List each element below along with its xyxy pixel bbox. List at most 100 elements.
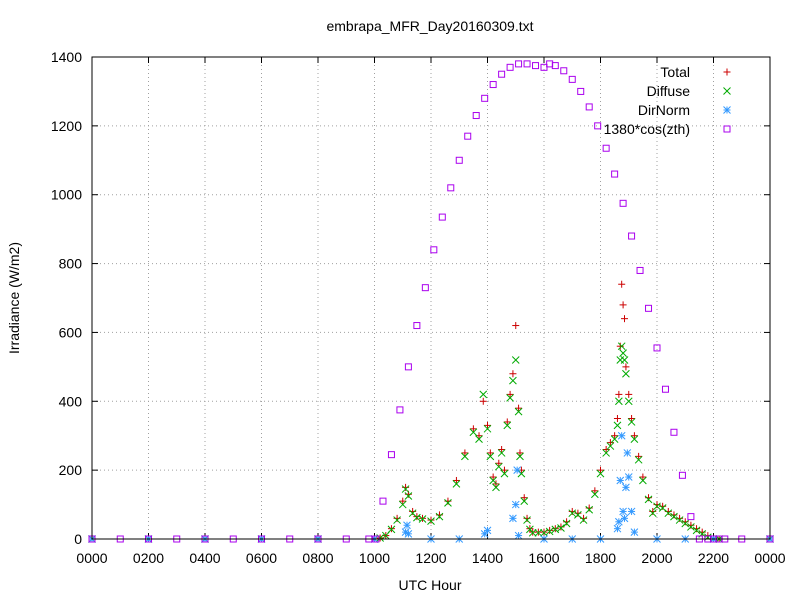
y-tick-label: 600 [59,324,83,340]
data-point [447,184,455,192]
data-point [513,466,522,474]
legend-entry: DirNorm [638,102,731,118]
data-point [379,497,387,505]
data-point [678,471,686,479]
data-point [404,529,413,538]
data-point [617,431,626,440]
data-point [590,490,599,499]
data-point [399,497,407,505]
legend-entry: 1380*cos(zth) [604,121,731,137]
data-point [585,103,593,111]
data-point [620,356,629,364]
x-tick-label: 2200 [698,550,729,566]
data-point [644,495,653,504]
data-point [619,301,627,309]
data-point [486,452,495,461]
data-point [498,445,506,453]
data-point [568,75,576,83]
x-tick-label: 0000 [754,550,785,566]
data-point [515,60,523,68]
data-point [427,517,435,525]
data-point [479,390,488,399]
data-point [611,432,619,440]
data-point [461,449,469,457]
data-point [579,516,588,524]
data-point [623,449,632,457]
data-point [545,527,554,536]
data-point [387,525,396,534]
data-point [625,390,633,398]
data-point [452,476,460,484]
data-point [418,515,427,523]
data-point [615,390,623,398]
data-point [413,513,421,522]
data-point [613,415,621,422]
data-point [403,521,411,530]
y-tick-label: 800 [59,256,83,272]
data-point [413,322,421,330]
data-point [613,421,622,430]
data-point [624,473,633,481]
legend-entry: Diffuse [647,83,731,99]
data-point [497,449,506,457]
data-point [532,62,540,70]
data-point [670,512,678,521]
y-tick-label: 0 [74,531,82,547]
data-point [514,407,523,416]
x-tick-label: 0000 [76,550,107,566]
data-point [444,498,452,507]
data-point [596,469,605,478]
data-point [396,406,404,414]
data-point [635,452,643,460]
data-point [494,462,503,471]
data-point [606,439,614,447]
data-point [619,349,627,357]
data-point [489,81,497,89]
data-point [512,322,520,330]
data-point [506,393,514,402]
data-point [509,514,517,523]
x-tick-label: 1000 [359,550,390,566]
data-point [687,523,695,531]
x-tick-label: 0600 [246,550,277,566]
data-point [546,526,554,534]
data-point [619,199,627,207]
legend-swatch [723,106,731,114]
data-point [597,466,604,474]
legend-label: DirNorm [638,102,690,118]
data-point [585,505,594,514]
data-point [492,483,500,492]
data-point [653,502,661,511]
data-point [560,67,568,75]
data-point [562,519,571,528]
legend-label: Total [660,64,690,80]
data-point [489,476,498,485]
data-point [681,519,690,528]
data-point [404,363,412,371]
data-point [692,526,701,535]
data-point [622,363,630,371]
data-point [622,483,630,492]
data-point [615,397,623,406]
data-point [634,455,643,464]
x-tick-label: 1200 [415,550,446,566]
y-tick-label: 1200 [51,118,82,134]
data-point [557,524,565,532]
data-point [452,480,461,488]
data-point [498,70,506,78]
data-point [568,509,577,518]
chart-title: embrapa_MFR_Day20160309.txt [326,18,533,34]
data-point [517,469,526,478]
data-point [387,451,395,459]
data-point [617,342,626,351]
data-point [469,428,478,437]
data-point [511,356,520,364]
data-point [653,344,661,352]
data-point [615,517,623,526]
data-point [630,432,638,440]
data-point [472,112,480,120]
data-point [645,304,653,312]
plot-frame [91,56,771,540]
data-point [523,516,531,524]
